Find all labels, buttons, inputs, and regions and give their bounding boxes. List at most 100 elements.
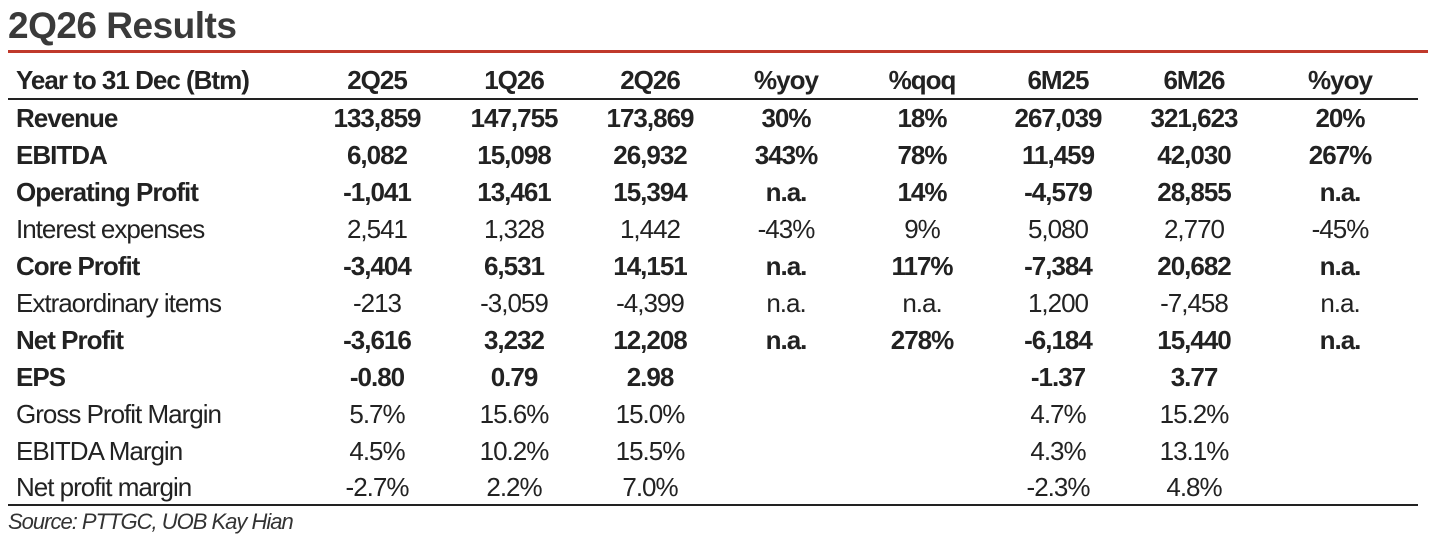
column-header: 1Q26	[446, 62, 582, 100]
table-cell: 12,208	[613, 325, 688, 355]
table-cell: 2,770	[1163, 214, 1225, 244]
table-cell: n.a.	[765, 177, 808, 207]
table-cell: 321,623	[1150, 103, 1239, 133]
table-cell	[718, 359, 854, 396]
table-cell: -45%	[1311, 214, 1370, 244]
table-row: EBITDA Margin 4.5% 10.2% 15.5% 4.3% 13.1%	[8, 433, 1418, 470]
table-cell	[854, 396, 990, 433]
table-cell	[1262, 433, 1418, 470]
table-cell: 3.77	[1170, 362, 1219, 392]
table-cell: 173,869	[606, 103, 695, 133]
table-cell: 14,151	[613, 251, 688, 281]
table-cell: -0.80	[349, 362, 405, 392]
table-cell: -7,458	[1160, 288, 1229, 318]
table-cell: -7,384	[1024, 251, 1093, 281]
table-cell: 0.79	[490, 362, 539, 392]
table-cell: 6,531	[483, 251, 545, 281]
table-cell: -4,399	[616, 288, 685, 318]
table-cell: -2.3%	[990, 470, 1126, 506]
table-cell: 6,082	[346, 140, 408, 170]
table-cell: 14%	[897, 177, 947, 207]
table-cell: 267,039	[1014, 103, 1103, 133]
column-header: %qoq	[854, 62, 990, 100]
table-row: Net profit margin -2.7% 2.2% 7.0% -2.3% 4.8%	[8, 470, 1418, 506]
table-cell: 18%	[897, 103, 947, 133]
table-cell	[854, 470, 990, 506]
table-cell: 1,442	[619, 214, 681, 244]
table-cell: 15.0%	[615, 399, 686, 429]
column-header: %yoy	[718, 62, 854, 100]
table-cell: 4.3%	[1030, 436, 1086, 466]
page-title: 2Q26 Results	[8, 5, 237, 46]
column-header: %yoy	[1262, 62, 1418, 100]
table-cell: 11,459	[1021, 140, 1095, 170]
table-cell: 13.1%	[1159, 436, 1230, 466]
table-row: EPS -0.80 0.79 2.98 -1.37 3.77	[8, 359, 1418, 396]
table-cell: 133,859	[333, 103, 422, 133]
table-cell: 42,030	[1157, 140, 1232, 170]
table-cell: -6,184	[1024, 325, 1093, 355]
table-cell	[1262, 470, 1418, 506]
table-cell: -43%	[757, 214, 816, 244]
table-cell: -1,041	[343, 177, 412, 207]
table-header-row: Year to 31 Dec (Btm) 2Q25 1Q26 2Q26 %yoy…	[8, 62, 1418, 100]
table-cell: 2.2%	[446, 470, 582, 506]
table-row: Net Profit -3,616 3,232 12,208 n.a. 278% -6,18…	[8, 322, 1418, 359]
table-cell: 30%	[761, 103, 811, 133]
table-cell: 5.7%	[349, 399, 405, 429]
table-cell: 15,098	[477, 140, 552, 170]
table-cell: 20%	[1315, 103, 1365, 133]
row-label: Net profit margin	[8, 470, 308, 506]
table-cell: n.a.	[765, 325, 808, 355]
table-cell: -1.37	[1030, 362, 1086, 392]
table-cell: 1,200	[1027, 288, 1089, 318]
table-cell: 78%	[897, 140, 947, 170]
column-header: Year to 31 Dec (Btm)	[8, 62, 308, 100]
table-row: Core Profit -3,404 6,531 14,151 n.a. 117% -7,3…	[8, 248, 1418, 285]
table-cell: 4.8%	[1126, 470, 1262, 506]
table-cell: 278%	[890, 325, 955, 355]
results-table: Year to 31 Dec (Btm) 2Q25 1Q26 2Q26 %yoy…	[8, 62, 1418, 506]
table-cell: 13,461	[477, 177, 552, 207]
table-cell: -3,616	[343, 325, 412, 355]
table-cell	[1262, 359, 1418, 396]
table-cell: 26,932	[613, 140, 688, 170]
table-cell	[854, 433, 990, 470]
table-cell: -4,579	[1024, 177, 1093, 207]
table-cell: 4.5%	[349, 436, 405, 466]
table-cell: 1,328	[483, 214, 545, 244]
table-cell: 15.2%	[1159, 399, 1230, 429]
table-cell: 20,682	[1157, 251, 1232, 281]
table-cell: 2.98	[626, 362, 675, 392]
row-label: Interest expenses	[16, 214, 205, 244]
table-cell: 7.0%	[582, 470, 718, 506]
table-cell: 343%	[754, 140, 819, 170]
row-label: Gross Profit Margin	[16, 399, 222, 429]
table-row: Extraordinary items -213 -3,059 -4,399 n.a. n…	[8, 285, 1418, 322]
table-cell: 147,755	[470, 103, 559, 133]
table-cell: n.a.	[766, 288, 806, 318]
table-cell: -213	[352, 288, 402, 318]
table-cell	[1262, 396, 1418, 433]
table-row: EBITDA 6,082 15,098 26,932 343% 78% 11,459 42,0…	[8, 137, 1418, 174]
table-cell: n.a.	[1319, 251, 1362, 281]
row-label: EBITDA Margin	[16, 436, 183, 466]
table-cell	[854, 359, 990, 396]
column-header: 2Q26	[582, 62, 718, 100]
table-cell: -2.7%	[308, 470, 446, 506]
table-cell: 10.2%	[479, 436, 550, 466]
row-label: EPS	[16, 362, 66, 392]
table-row: Interest expenses 2,541 1,328 1,442 -43% 9% 5,…	[8, 211, 1418, 248]
table-cell: n.a.	[1320, 288, 1360, 318]
table-row: Revenue 133,859 147,755 173,869 30% 18% 267,03…	[8, 99, 1418, 137]
table-cell: n.a.	[1319, 177, 1362, 207]
table-row: Gross Profit Margin 5.7% 15.6% 15.0% 4.7% 15.…	[8, 396, 1418, 433]
table-cell: 4.7%	[1030, 399, 1086, 429]
table-cell: 28,855	[1157, 177, 1232, 207]
table-cell: n.a.	[902, 288, 942, 318]
row-label: Extraordinary items	[16, 288, 222, 318]
row-label: Operating Profit	[16, 177, 199, 207]
row-label: EBITDA	[16, 140, 108, 170]
table-cell: 2,541	[346, 214, 408, 244]
table-cell	[718, 470, 854, 506]
